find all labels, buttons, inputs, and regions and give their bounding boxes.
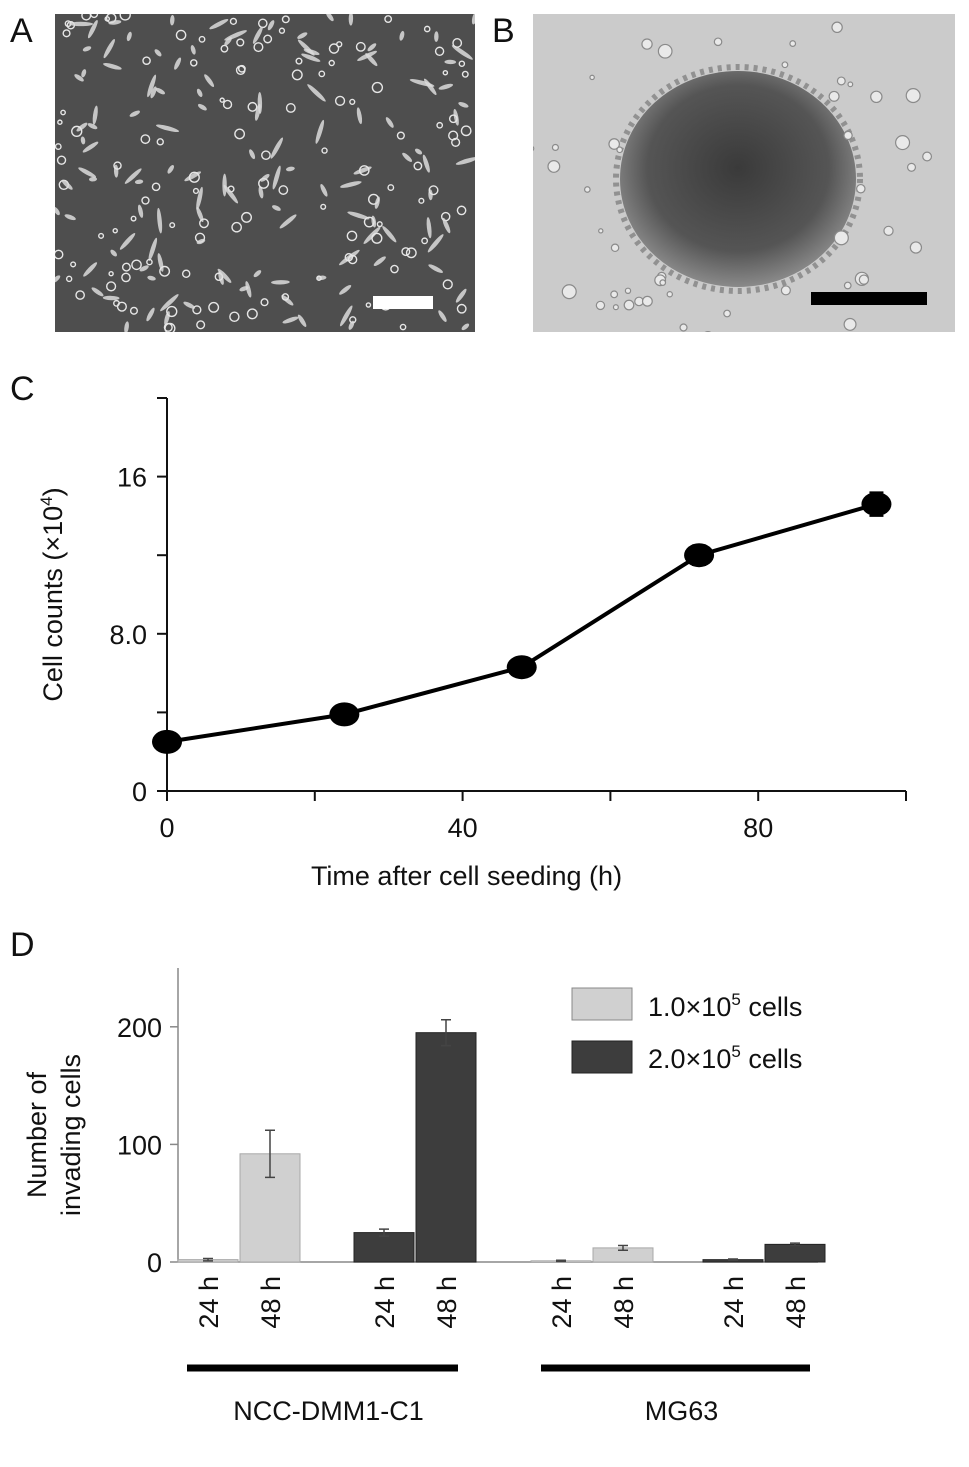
category-label: 48 h [781,1276,811,1329]
panel-label-b: B [492,12,515,50]
error-bar [265,1129,275,1179]
y-tick-label: 8.0 [109,620,147,650]
bar [353,1232,415,1263]
y-axis-label: Cell counts (×104) [37,487,68,701]
category-label: 48 h [432,1276,462,1329]
category-label: 48 h [256,1276,286,1329]
category-label: 24 h [547,1276,577,1329]
error-bar [790,1242,800,1247]
category-label: 24 h [194,1276,224,1329]
invasion-bar-chart: 0 100 200 24 h 48 h 24 h 48 h 24 h 48 h 24 h 48 h… [22,968,826,1426]
error-bar [728,1258,738,1261]
legend: 1.0×105 cells 2.0×105 cells [571,987,802,1074]
y-tick-label: 0 [147,1248,162,1278]
micrograph-a-cells [55,14,475,332]
error-bar [441,1018,451,1047]
category-label: 48 h [609,1276,639,1329]
error-bar [556,1259,566,1263]
panel-label-c: C [10,370,35,408]
data-point [684,543,715,568]
x-axis-label: Time after cell seeding (h) [311,861,622,891]
y-tick-label: 0 [132,777,147,807]
panel-label-a: A [10,12,33,50]
group-label: NCC-DMM1-C1 [233,1396,424,1426]
data-point [329,702,360,727]
micrograph-b-spheroid [533,14,955,332]
category-label: 24 h [370,1276,400,1329]
legend-label-light: 1.0×105 cells [648,990,802,1022]
bar [415,1032,477,1263]
scale-bar-a [373,296,433,309]
data-point [152,729,182,754]
error-bar [618,1244,628,1251]
error-bar [203,1257,213,1262]
data-point [506,655,537,680]
data-point [861,492,892,517]
x-tick-label: 0 [159,813,174,843]
y-tick-label: 100 [117,1130,162,1160]
spheroid [620,71,856,287]
bar [764,1243,826,1263]
legend-swatch-dark [571,1040,633,1074]
panel-label-d: D [10,926,35,964]
scale-bar-b [811,292,927,305]
y-tick-label: 16 [117,463,147,493]
error-bar [379,1228,389,1237]
y-tick-label: 200 [117,1013,162,1043]
category-label: 24 h [719,1276,749,1329]
x-tick-label: 40 [448,813,478,843]
legend-label-dark: 2.0×105 cells [648,1042,802,1074]
legend-swatch-light [571,987,633,1021]
group-label: MG63 [645,1396,719,1426]
micrograph-b [533,14,955,332]
y-axis-label-line1: Number of [22,1071,52,1198]
y-axis-label-line2: invading cells [56,1054,86,1216]
x-tick-label: 80 [743,813,773,843]
micrograph-a [55,14,475,332]
series-line [166,502,877,744]
